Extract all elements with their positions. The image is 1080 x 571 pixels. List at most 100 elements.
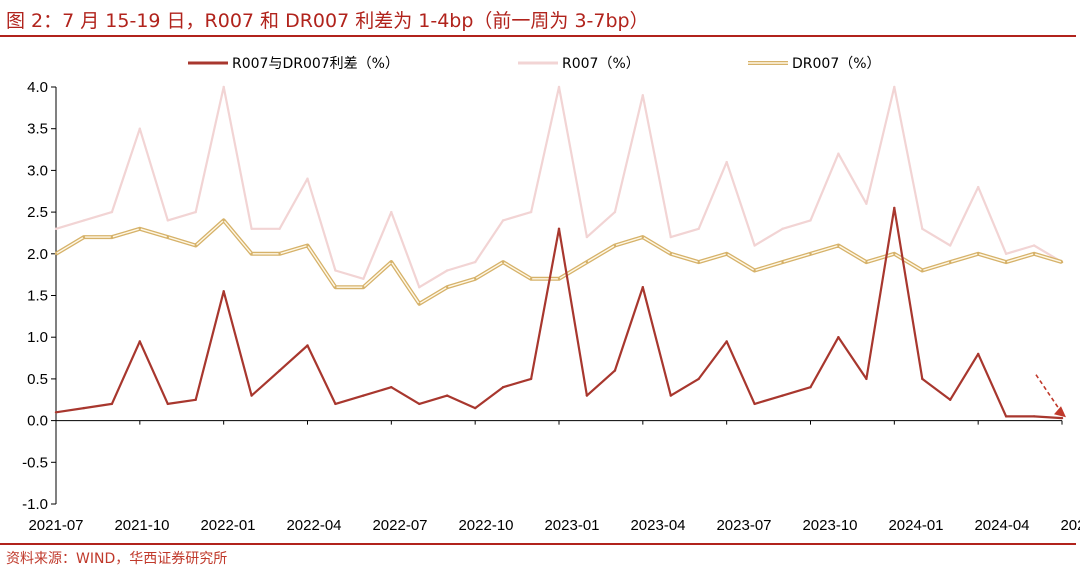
y-tick-label: 2.5 bbox=[27, 204, 48, 221]
y-tick-label: -1.0 bbox=[22, 496, 48, 513]
series-dr007-point bbox=[921, 269, 924, 272]
series-r007-point bbox=[1004, 252, 1008, 255]
series-spread-point bbox=[585, 394, 589, 397]
y-tick-label: 0.5 bbox=[27, 371, 48, 388]
series-r007 bbox=[54, 85, 1064, 289]
series-dr007-point bbox=[1060, 260, 1064, 264]
series-dr007-point bbox=[753, 269, 756, 272]
series-dr007-point bbox=[82, 235, 86, 239]
x-tick-label: 2024-07 bbox=[1060, 517, 1080, 534]
x-tick-label: 2023-10 bbox=[802, 517, 857, 534]
x-tick-label: 2023-04 bbox=[630, 517, 685, 534]
series-r007-point bbox=[418, 286, 421, 289]
series-spread-point bbox=[474, 406, 477, 410]
series-r007-point bbox=[837, 152, 840, 155]
series-r007-point bbox=[278, 227, 281, 230]
series-r007-point bbox=[641, 94, 644, 97]
series-r007-point bbox=[390, 210, 393, 214]
series-dr007-point bbox=[306, 244, 309, 247]
series-dr007-point bbox=[390, 260, 393, 264]
series-r007-point bbox=[585, 235, 589, 239]
series-dr007-point bbox=[781, 260, 784, 264]
trend-arrow-line bbox=[1035, 374, 1063, 414]
series-dr007-point bbox=[1004, 260, 1008, 264]
series-spread-point bbox=[501, 386, 505, 389]
series-spread-line bbox=[55, 206, 1063, 420]
series-r007-point bbox=[809, 219, 812, 222]
series-spread-point bbox=[306, 344, 309, 347]
y-tick-label: 3.5 bbox=[27, 121, 48, 138]
series-spread bbox=[54, 206, 1064, 420]
series-dr007-point bbox=[138, 227, 141, 230]
series-r007-point bbox=[781, 227, 784, 230]
series-dr007-point bbox=[54, 252, 58, 255]
chart-title-bar: 图 2：7 月 15-19 日，R007 和 DR007 利差为 1-4bp（前… bbox=[0, 0, 1080, 36]
x-tick-label: 2022-04 bbox=[286, 517, 341, 534]
series-r007-point bbox=[82, 219, 86, 222]
series-spread-point bbox=[250, 394, 253, 397]
series-spread-point bbox=[1032, 415, 1036, 418]
series-r007-point bbox=[1032, 244, 1036, 247]
series-r007-point bbox=[194, 210, 197, 214]
series-spread-point bbox=[837, 336, 840, 339]
series-dr007-point bbox=[110, 235, 114, 239]
x-tick-label: 2022-01 bbox=[200, 517, 255, 534]
x-tick-label: 2024-04 bbox=[974, 517, 1029, 534]
series-dr007-point bbox=[362, 286, 365, 289]
series-dr007-point bbox=[585, 260, 589, 264]
series-spread-point bbox=[753, 402, 756, 406]
series-r007-point bbox=[334, 269, 337, 272]
series-dr007-point bbox=[949, 260, 952, 264]
series-spread-point bbox=[893, 206, 896, 210]
series-spread-point bbox=[977, 352, 980, 356]
source-divider bbox=[0, 543, 1076, 545]
legend-spread-label: R007与DR007利差（%） bbox=[232, 56, 399, 72]
series-spread-point bbox=[641, 286, 644, 289]
series-r007-point bbox=[893, 85, 896, 89]
series-spread-point bbox=[54, 411, 58, 414]
series-r007-point bbox=[529, 210, 533, 214]
series-r007-point bbox=[725, 160, 728, 164]
x-tick-label: 2024-01 bbox=[888, 517, 943, 534]
legend-dr007-label: DR007（%） bbox=[792, 56, 881, 72]
series-dr007-point bbox=[893, 252, 896, 255]
series-spread-point bbox=[557, 227, 561, 230]
series-spread-point bbox=[613, 369, 617, 372]
y-tick-label: 0.0 bbox=[27, 413, 48, 430]
y-tick-label: 4.0 bbox=[27, 79, 48, 96]
series-r007-point bbox=[977, 185, 980, 189]
series-spread-point bbox=[446, 394, 449, 397]
series-spread-point bbox=[362, 394, 365, 397]
series-dr007-point bbox=[529, 277, 533, 280]
chart-title: 图 2：7 月 15-19 日，R007 和 DR007 利差为 1-4bp（前… bbox=[6, 10, 649, 32]
series-spread-point bbox=[138, 340, 141, 343]
series-spread-point bbox=[865, 377, 868, 381]
x-tick-label: 2023-01 bbox=[544, 517, 599, 534]
y-tick-label: 2.0 bbox=[27, 246, 48, 263]
series-r007-point bbox=[166, 219, 169, 222]
series-r007-point bbox=[753, 244, 756, 247]
series-dr007-point bbox=[166, 235, 169, 239]
series-r007-point bbox=[865, 202, 868, 205]
series-r007-line bbox=[55, 85, 1063, 289]
series-r007-point bbox=[54, 227, 58, 230]
series-spread-point bbox=[1060, 416, 1064, 420]
series-dr007 bbox=[54, 218, 1064, 306]
series-r007-point bbox=[501, 219, 505, 222]
title-divider bbox=[0, 35, 1076, 37]
series-r007-point bbox=[613, 210, 617, 214]
series-dr007-point bbox=[837, 244, 840, 247]
series-r007-point bbox=[557, 85, 561, 89]
series-spread-point bbox=[166, 402, 169, 406]
series-spread-point bbox=[669, 394, 672, 397]
y-tick-label: 1.0 bbox=[27, 329, 48, 346]
series-dr007-point bbox=[697, 260, 700, 264]
series-dr007-point bbox=[418, 302, 421, 305]
series-dr007-point bbox=[613, 244, 617, 247]
series-dr007-point bbox=[641, 235, 644, 239]
series-dr007-point bbox=[222, 219, 225, 222]
series-dr007-point bbox=[194, 244, 197, 247]
x-tick-label: 2021-07 bbox=[28, 517, 83, 534]
series-r007-point bbox=[250, 227, 253, 230]
series-r007-point bbox=[669, 235, 672, 239]
